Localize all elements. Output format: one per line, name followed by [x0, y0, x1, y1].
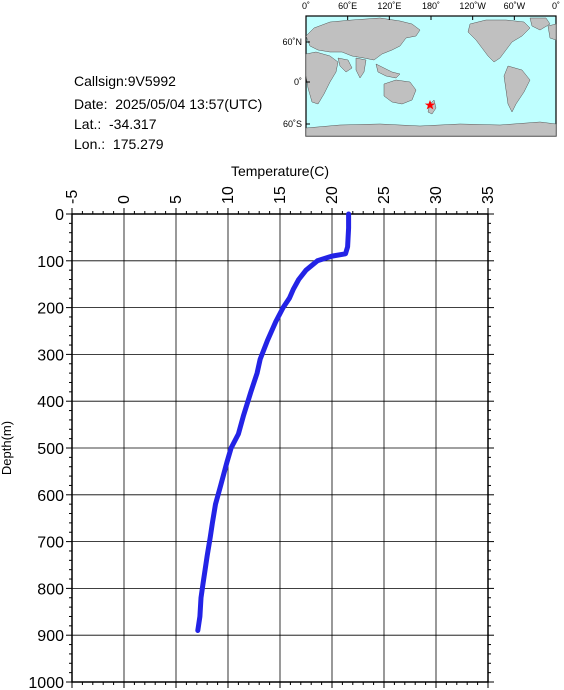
x-tick-labels: -5 0 5 10 15 20 25 30 35 — [64, 186, 497, 204]
longitude-text: Lon.: 175.279 — [74, 136, 164, 152]
map-latitude-label: 60˚S — [283, 119, 302, 129]
x-tick-label: 0 — [116, 195, 133, 204]
y-tick-label: 500 — [37, 441, 64, 458]
map-longitude-label: 60˚W — [504, 1, 526, 11]
y-tick-label: 0 — [55, 207, 64, 224]
y-tick-label: 900 — [37, 628, 64, 645]
x-tick-label: 5 — [168, 195, 185, 204]
callsign-text: Callsign:9V5992 — [74, 73, 176, 89]
x-axis-label: Temperature(C) — [231, 163, 329, 179]
y-tick-label: 200 — [37, 301, 64, 318]
chart-grid — [71, 213, 489, 683]
y-tick-label: 1000 — [28, 675, 64, 690]
y-tick-label: 800 — [37, 581, 64, 598]
map-latitude-label: 60˚N — [282, 37, 302, 47]
world-map: 0˚ 60˚E 120˚E 180˚ 120˚W 60˚W 0˚ 60˚N 0˚ 60˚S — [282, 1, 560, 137]
date-text: Date: 2025/05/04 13:57(UTC) — [74, 96, 263, 112]
y-tick-label: 100 — [37, 254, 64, 271]
y-tick-labels: 0 100 200 300 400 500 600 700 800 900 1000 — [28, 207, 64, 690]
y-tick-label: 700 — [37, 535, 64, 552]
map-latitude-labels: 60˚N 0˚ 60˚S — [282, 37, 302, 129]
x-tick-label: 35 — [480, 186, 497, 204]
x-tick-label: 30 — [428, 186, 445, 204]
x-tick-label: 25 — [376, 186, 393, 204]
x-tick-label: 10 — [220, 186, 237, 204]
map-longitude-labels: 0˚ 60˚E 120˚E 180˚ 120˚W 60˚W 0˚ — [302, 1, 560, 11]
plot-frame — [71, 213, 489, 683]
map-longitude-label: 0˚ — [302, 1, 310, 11]
x-tick-label: 20 — [324, 186, 341, 204]
y-axis-label: Depth(m) — [0, 421, 14, 475]
map-longitude-label: 0˚ — [552, 1, 560, 11]
latitude-text: Lat.: -34.317 — [74, 116, 157, 132]
y-tick-label: 400 — [37, 394, 64, 411]
map-longitude-label: 120˚E — [377, 1, 401, 11]
temperature-profile-line — [195, 211, 352, 633]
x-tick-label: -5 — [64, 190, 81, 204]
star-icon — [424, 100, 436, 110]
map-latitude-label: 0˚ — [294, 77, 302, 87]
x-tick-label: 15 — [272, 186, 289, 204]
map-longitude-label: 120˚W — [459, 1, 486, 11]
map-land — [305, 17, 557, 137]
map-longitude-label: 180˚ — [422, 1, 440, 11]
map-tick-marks — [305, 16, 557, 125]
y-tick-label: 300 — [37, 347, 64, 364]
map-longitude-label: 60˚E — [338, 1, 357, 11]
y-tick-label: 600 — [37, 488, 64, 505]
